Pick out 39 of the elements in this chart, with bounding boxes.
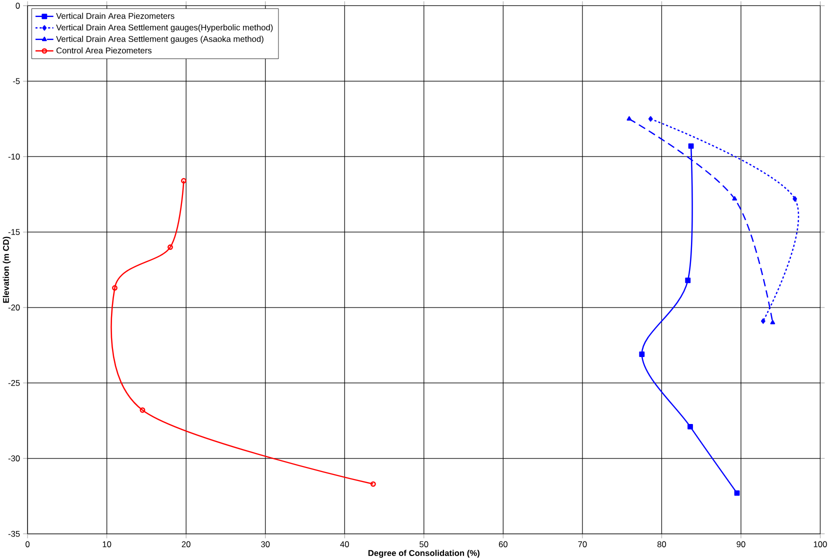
point — [760, 318, 766, 324]
y-tick-label: 0 — [16, 2, 20, 8]
point — [732, 196, 738, 200]
legend-label: Vertical Drain Area Settlement gauges(Hyperbolic method) — [56, 24, 273, 32]
y-tick-label: -5 — [13, 78, 20, 84]
y-tick-label: -35 — [8, 530, 20, 537]
point — [792, 196, 798, 202]
legend-label: Vertical Drain Area Piezometers — [56, 12, 174, 19]
x-tick-label: 100 — [814, 541, 827, 547]
point — [648, 116, 653, 122]
y-tick-label: -20 — [8, 304, 20, 310]
point — [734, 490, 740, 496]
x-tick-label: 40 — [340, 541, 349, 547]
x-tick-label: 60 — [498, 541, 508, 547]
point — [639, 351, 645, 357]
point — [140, 407, 146, 413]
point — [112, 284, 118, 290]
x-tick-label: 0 — [26, 541, 30, 547]
point — [688, 424, 693, 430]
x-tick-label: 70 — [578, 541, 587, 547]
x-tick-label: 80 — [657, 541, 666, 547]
y-tick-label: -25 — [8, 380, 20, 386]
point — [770, 320, 776, 324]
x-tick-label: 30 — [261, 541, 270, 547]
y-tick-label: -10 — [8, 153, 20, 160]
x-axis-title: Degree of Consolidation (%) — [368, 550, 480, 558]
point — [685, 277, 691, 283]
point — [168, 244, 173, 250]
x-tick-label: 50 — [420, 541, 428, 547]
point — [688, 143, 694, 149]
x-tick-label: 20 — [182, 541, 190, 547]
y-tick-label: -30 — [8, 455, 20, 462]
point — [626, 116, 632, 120]
legend-label: Vertical Drain Area Settlement gauges (Asaoka method) — [56, 36, 264, 44]
y-axis-title: Elevation (m CD) — [2, 236, 11, 302]
x-tick-label: 90 — [736, 541, 746, 547]
x-tick-label: 10 — [102, 541, 112, 547]
y-tick-label: -15 — [8, 228, 20, 235]
legend-label: Control Area Piezometers — [56, 47, 152, 54]
